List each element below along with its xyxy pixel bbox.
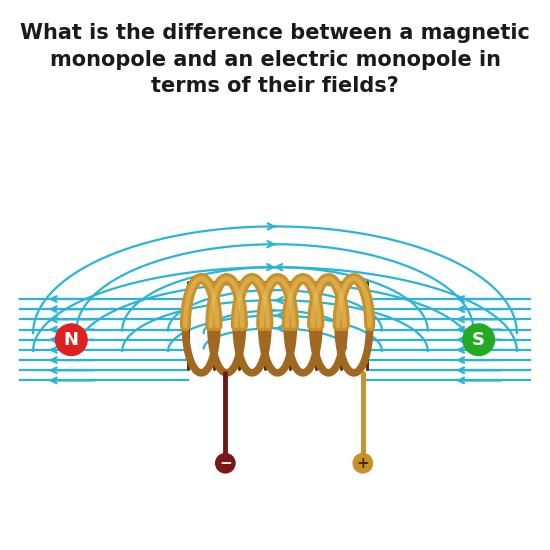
Circle shape	[216, 454, 235, 473]
Circle shape	[353, 454, 372, 473]
Text: +: +	[356, 456, 369, 471]
Circle shape	[56, 324, 87, 355]
Text: −: −	[219, 456, 232, 471]
Text: What is the difference between a magnetic
monopole and an electric monopole in
t: What is the difference between a magneti…	[20, 23, 530, 96]
Text: S: S	[472, 331, 485, 349]
Text: N: N	[64, 331, 79, 349]
Circle shape	[463, 324, 494, 355]
